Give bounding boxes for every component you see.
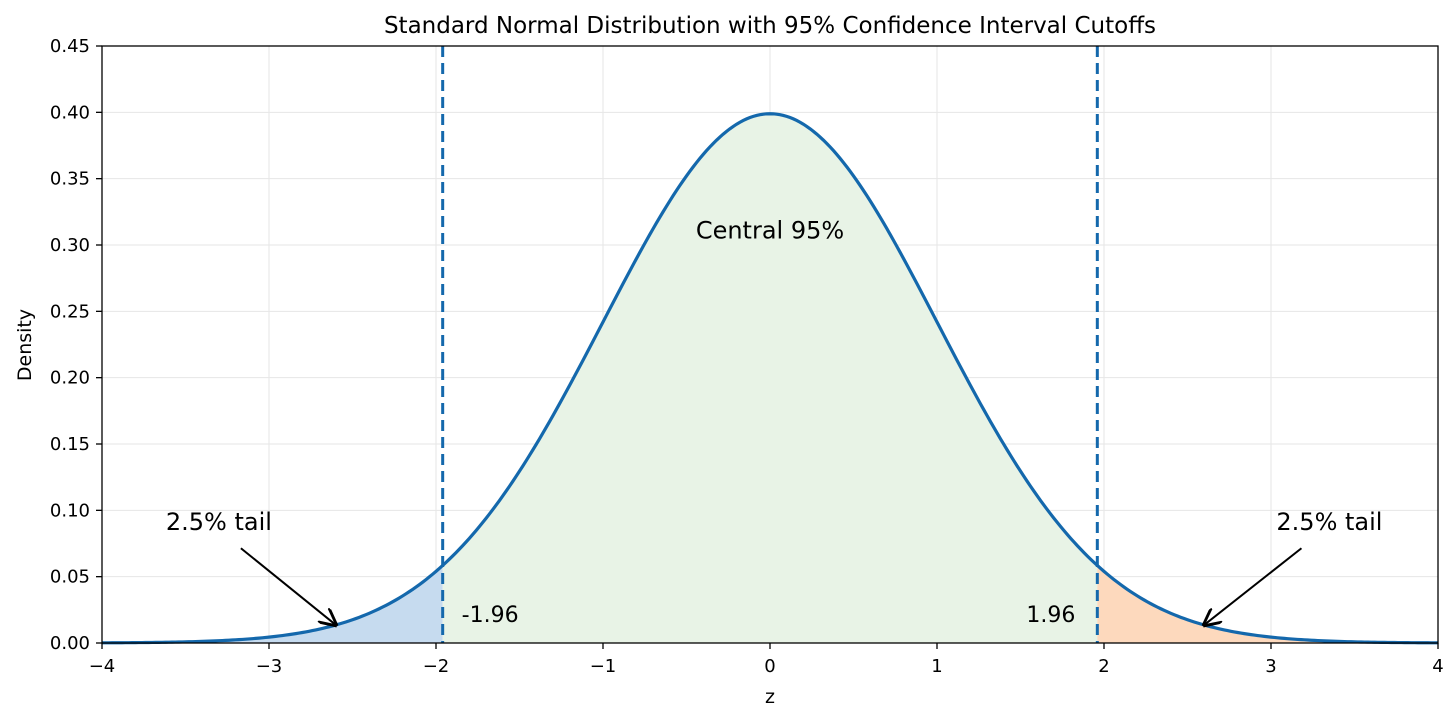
y-axis-ticks: 0.00 0.05 0.10 0.15 0.20 0.25 0.30 0.35 0.40 0.45 [50,36,102,654]
x-tick-label-3: −1 [590,656,617,677]
shaded-region-central [442,113,1098,644]
x-axis-label: z [765,686,775,708]
shaded-region-right-tail [1097,565,1438,643]
y-tick-label-7: 0.35 [50,169,90,190]
left-tail-annotation: 2.5% tail [166,508,272,536]
y-axis-label: Density [14,309,36,381]
x-axis-ticks: −4 −3 −2 −1 0 1 2 3 4 [89,643,1444,677]
x-tick-label-8: 4 [1432,656,1443,677]
central-annotation: Central 95% [696,216,844,244]
y-tick-label-9: 0.45 [50,36,90,57]
x-tick-label-1: −3 [256,656,283,677]
y-tick-label-6: 0.30 [50,235,90,256]
x-tick-label-0: −4 [89,656,116,677]
y-tick-label-0: 0.00 [50,633,90,654]
shaded-region-left-tail [102,565,443,643]
y-tick-label-3: 0.15 [50,434,90,455]
right-tail-arrow [1204,547,1303,625]
x-tick-label-5: 1 [931,656,942,677]
x-tick-label-6: 2 [1098,656,1109,677]
y-tick-label-2: 0.10 [50,500,90,521]
left-cutoff-label: -1.96 [462,603,519,628]
y-tick-label-4: 0.20 [50,368,90,389]
chart-title: Standard Normal Distribution with 95% Co… [384,13,1156,39]
y-tick-label-5: 0.25 [50,301,90,322]
y-tick-label-8: 0.40 [50,102,90,123]
right-tail-annotation: 2.5% tail [1276,508,1382,536]
cutoff-layer [441,46,1099,643]
x-tick-label-4: 0 [764,656,775,677]
x-tick-label-7: 3 [1265,656,1276,677]
right-cutoff-label: 1.96 [1026,603,1075,628]
shaded-regions [102,113,1438,644]
y-tick-label-1: 0.05 [50,567,90,588]
left-tail-arrow [240,547,336,625]
x-tick-label-2: −2 [423,656,450,677]
